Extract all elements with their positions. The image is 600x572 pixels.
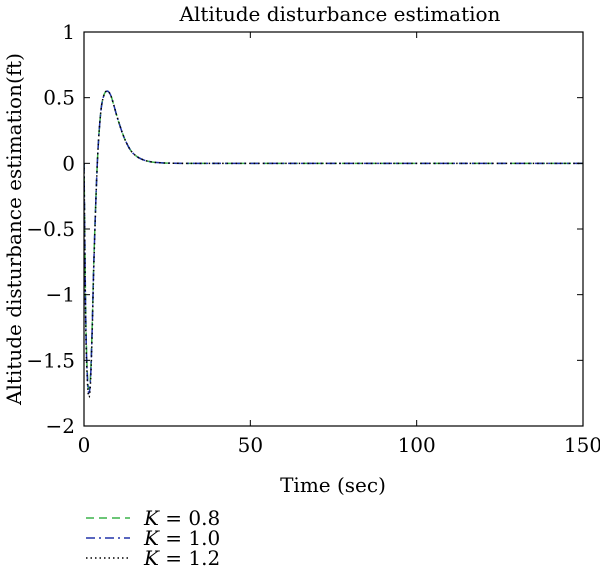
- tick-marks: [83, 31, 584, 427]
- x-tick-labels: 0 50 100 150: [78, 433, 600, 457]
- y-tick-label: −2: [46, 414, 75, 438]
- series-line-1: [84, 90, 583, 390]
- legend-value: = 0.8: [159, 506, 220, 530]
- y-axis-label: Altitude disturbance estimation(ft): [2, 53, 26, 406]
- legend-label: K = 0.8: [143, 506, 220, 530]
- legend-value: = 1.2: [159, 546, 220, 570]
- x-tick-label: 50: [238, 433, 263, 457]
- plot-frame: [83, 31, 584, 427]
- series-line-2: [84, 90, 583, 394]
- series-line-3: [84, 90, 583, 398]
- x-tick-label: 150: [564, 433, 600, 457]
- legend-symbol: K: [143, 526, 160, 550]
- legend-value: = 1.0: [159, 526, 220, 550]
- chart-title: Altitude disturbance estimation: [179, 2, 501, 26]
- y-tick-label: 1: [62, 20, 75, 44]
- legend-label: K = 1.0: [143, 526, 220, 550]
- x-tick-label: 0: [78, 433, 91, 457]
- legend-label: K = 1.2: [143, 546, 220, 570]
- y-tick-label: 0: [62, 151, 75, 175]
- legend-symbol: K: [143, 506, 160, 530]
- y-tick-labels: 1 0.5 0 −0.5 −1 −1.5 −2: [26, 20, 75, 438]
- plot-area: [83, 31, 584, 427]
- y-tick-label: −1.5: [26, 348, 75, 372]
- y-tick-label: −1: [46, 283, 75, 307]
- x-tick-label: 100: [398, 433, 436, 457]
- x-axis-label: Time (sec): [280, 473, 386, 497]
- series-layer: [84, 90, 583, 398]
- y-tick-label: −0.5: [26, 217, 75, 241]
- legend-symbol: K: [143, 546, 160, 570]
- legend: K = 0.8K = 1.0K = 1.2: [86, 506, 220, 570]
- y-tick-label: 0.5: [43, 86, 75, 110]
